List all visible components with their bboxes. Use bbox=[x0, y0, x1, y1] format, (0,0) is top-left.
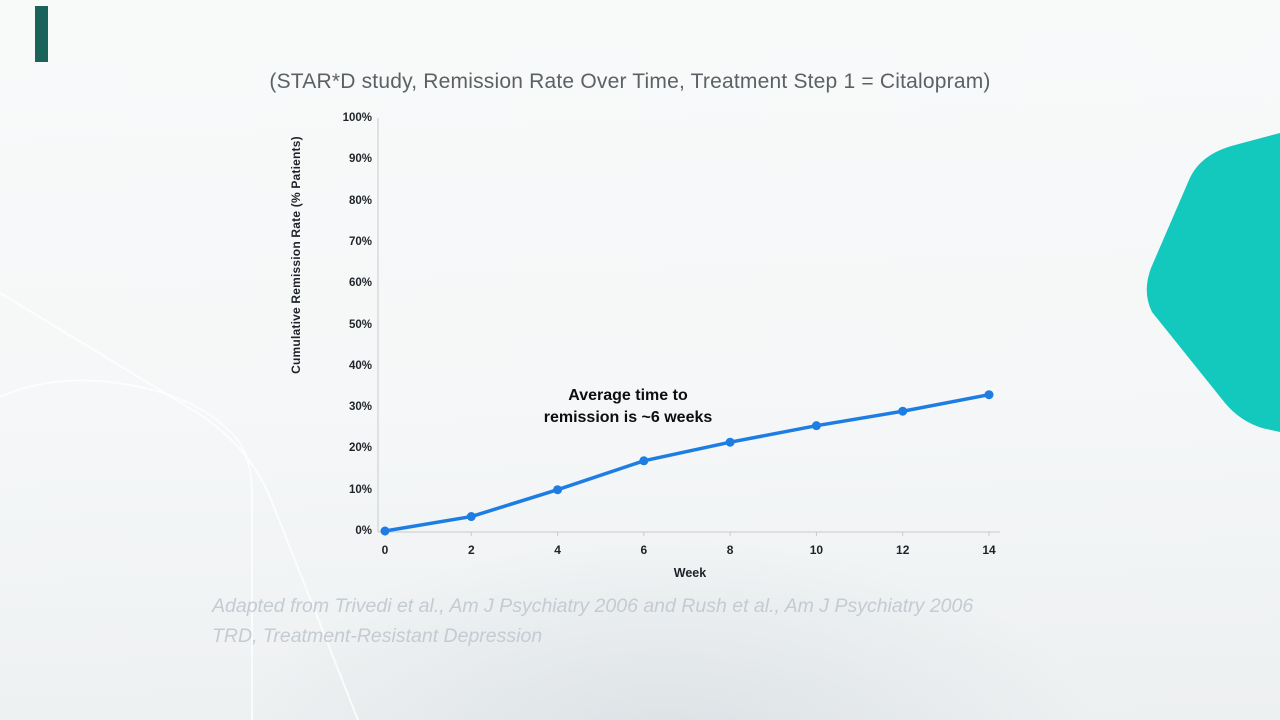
y-tick-label: 0% bbox=[355, 525, 372, 537]
footer-citation: Adapted from Trivedi et al., Am J Psychi… bbox=[212, 592, 973, 651]
x-tick-label: 12 bbox=[896, 543, 910, 557]
chart-annotation-line2: remission is ~6 weeks bbox=[543, 409, 713, 426]
data-point bbox=[811, 421, 821, 431]
y-tick-label: 70% bbox=[348, 235, 372, 248]
x-tick-label: 6 bbox=[640, 543, 648, 557]
x-axis-title: Week bbox=[673, 566, 707, 580]
footer-citation-line1: Adapted from Trivedi et al., Am J Psychi… bbox=[212, 595, 974, 617]
data-point bbox=[984, 390, 994, 400]
y-tick-label: 80% bbox=[348, 194, 372, 207]
x-tick-label: 8 bbox=[726, 543, 734, 557]
slide-title: (STAR*D study, Remission Rate Over Time,… bbox=[269, 70, 991, 93]
decor-curve-rounded bbox=[0, 379, 253, 720]
data-point bbox=[466, 512, 476, 522]
chart-annotation-line1: Average time to bbox=[568, 387, 688, 404]
y-tick-label: 40% bbox=[348, 359, 372, 372]
y-tick-label: 100% bbox=[342, 112, 372, 124]
y-tick-label: 50% bbox=[348, 318, 372, 331]
data-point bbox=[898, 406, 908, 416]
data-point bbox=[553, 485, 563, 495]
y-tick-label: 20% bbox=[348, 442, 372, 455]
y-tick-label: 30% bbox=[348, 401, 372, 414]
x-tick-label: 2 bbox=[467, 543, 475, 557]
y-tick-label: 90% bbox=[348, 153, 372, 166]
x-tick-label: 0 bbox=[381, 543, 389, 557]
x-tick-label: 10 bbox=[809, 543, 824, 557]
y-tick-label: 10% bbox=[348, 483, 372, 496]
decor-curve-diagonal bbox=[0, 292, 359, 720]
y-tick-label: 60% bbox=[348, 277, 372, 290]
data-point bbox=[639, 456, 649, 466]
data-point bbox=[380, 526, 390, 536]
teal-blob-shape bbox=[1146, 133, 1280, 432]
footer-citation-line2: TRD, Treatment-Resistant Depression bbox=[212, 624, 543, 647]
data-point bbox=[725, 437, 735, 447]
x-tick-label: 4 bbox=[554, 543, 561, 557]
x-tick-label: 14 bbox=[982, 543, 996, 557]
chart-annotation: Average time to remission is ~6 weeks bbox=[544, 385, 713, 429]
accent-bar bbox=[35, 6, 48, 62]
remission-line bbox=[383, 392, 991, 533]
